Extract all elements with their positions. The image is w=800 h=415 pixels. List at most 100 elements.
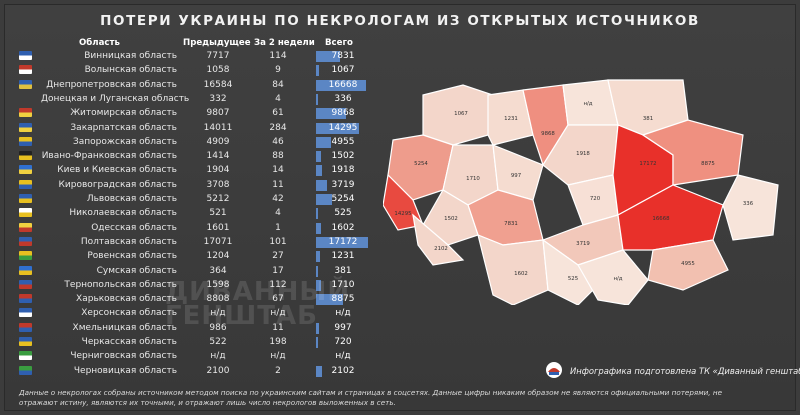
- region-name: Полтавская область: [80, 236, 177, 247]
- total-bar: [316, 179, 328, 191]
- previous-value: 986: [209, 322, 227, 333]
- map-region: [542, 238, 604, 305]
- table-row: Закарпатская область 14011 284 14295: [5, 121, 385, 135]
- two-weeks-value: 27: [272, 251, 284, 262]
- two-weeks-value: 284: [269, 122, 287, 133]
- map-region: [647, 239, 729, 291]
- total-value: 14295: [328, 122, 358, 133]
- total-bar: [316, 165, 322, 177]
- header-previous: Предыдущее: [183, 38, 251, 48]
- table-row: Ивано-Франковская область 1414 88 1502: [5, 149, 385, 163]
- region-flag-icon: [19, 308, 32, 318]
- footnote: Данные о некрологах собраны источником м…: [19, 388, 722, 407]
- table-row: Сумская область 364 17 381: [5, 264, 385, 278]
- region-name: Ровенская область: [87, 251, 177, 262]
- region-name: Донецкая и Луганская область: [41, 93, 190, 104]
- infographic-frame: ПОТЕРИ УКРАИНЫ ПО НЕКРОЛОГАМ ИЗ ОТКРЫТЫХ…: [4, 4, 800, 411]
- total-value: 3719: [331, 179, 355, 190]
- total-bar: [316, 51, 340, 62]
- region-name: Львовская область: [86, 194, 177, 204]
- two-weeks-value: н/д: [270, 351, 286, 362]
- two-weeks-value: 84: [272, 79, 284, 90]
- region-name: Кировоградская область: [58, 179, 177, 190]
- two-weeks-value: 11: [272, 179, 284, 190]
- ukraine-map: 1067 1231 9868 н/д 381 5254 1710 997 7831 1918 720…: [383, 79, 779, 305]
- region-flag-icon: [19, 165, 32, 175]
- region-name: Черкасская область: [81, 337, 177, 347]
- region-flag-icon: [19, 136, 32, 146]
- previous-value: 3708: [206, 179, 230, 190]
- map-region-label: 3719: [576, 241, 590, 247]
- total-value: 997: [334, 322, 352, 333]
- region-flag-icon: [19, 194, 32, 203]
- two-weeks-value: 88: [272, 151, 284, 162]
- table-row: Винницкая область 7717 114 7831: [5, 49, 385, 63]
- region-name: Николаевская область: [69, 208, 177, 219]
- previous-value: 1414: [206, 151, 230, 162]
- previous-value: 9807: [206, 108, 230, 119]
- two-weeks-value: 17: [272, 265, 284, 276]
- region-flag-icon: [19, 179, 32, 189]
- map-region: [487, 89, 534, 146]
- table-row: Одесская область 1601 1 1602: [5, 221, 385, 235]
- total-value: 1502: [331, 151, 355, 162]
- infographic-title: ПОТЕРИ УКРАИНЫ ПО НЕКРОЛОГАМ ИЗ ОТКРЫТЫХ…: [100, 13, 700, 29]
- total-bar: [316, 108, 346, 120]
- total-value: 1067: [331, 65, 355, 76]
- map-region: [412, 213, 465, 266]
- total-value: 1231: [331, 251, 355, 262]
- total-value: 4955: [331, 136, 355, 147]
- total-value: 1602: [331, 222, 355, 233]
- table-row: Днепропетровская область 16584 84 16668: [5, 78, 385, 92]
- watermark-logo: ДИВАННЫЙ ГЕНШТАБ: [165, 277, 351, 331]
- map-region-label: 4955: [681, 261, 695, 267]
- previous-value: 17071: [203, 236, 233, 247]
- table-row: Донецкая и Луганская область 332 4 336: [5, 92, 385, 106]
- total-value: 720: [334, 337, 352, 347]
- table-row: Киев и Киевская область 1904 14 1918: [5, 163, 385, 177]
- total-bar: [316, 222, 321, 234]
- two-weeks-value: 2: [275, 365, 281, 376]
- total-bar: [316, 279, 322, 291]
- total-bar: [316, 122, 360, 134]
- previous-value: 332: [209, 93, 227, 104]
- region-flag-icon: [19, 351, 32, 361]
- total-value: 525: [334, 208, 352, 219]
- map-region: [577, 249, 649, 305]
- previous-value: н/д: [210, 308, 226, 319]
- total-bar: [316, 294, 343, 306]
- region-name: Одесская область: [91, 222, 177, 233]
- table-row: Запорожская область 4909 46 4955: [5, 135, 385, 149]
- map-region-label: н/д: [583, 101, 592, 107]
- previous-value: 8808: [206, 294, 230, 305]
- two-weeks-value: 114: [269, 51, 287, 61]
- map-region-label: 997: [511, 173, 521, 179]
- two-weeks-value: 67: [272, 294, 284, 305]
- previous-value: 522: [209, 337, 227, 347]
- table-row: Черниговская область н/д н/д н/д: [5, 349, 385, 363]
- previous-value: 364: [209, 265, 227, 276]
- table-row: Тернопольская область 1598 112 1710: [5, 278, 385, 292]
- region-flag-icon: [19, 365, 32, 375]
- table-row: Кировоградская область 3708 11 3719: [5, 178, 385, 192]
- region-name: Сумская область: [96, 265, 177, 276]
- region-name: Закарпатская область: [70, 122, 177, 133]
- total-bar: [316, 208, 318, 220]
- map-region-label: 8875: [701, 161, 715, 167]
- header-two-weeks: За 2 недели: [254, 38, 315, 48]
- total-bar: [316, 337, 319, 348]
- map-region-label: 336: [743, 201, 754, 207]
- map-region: [722, 174, 779, 241]
- total-value: 336: [334, 93, 352, 104]
- map-region-label: 16668: [652, 216, 670, 222]
- table-row: Хмельницкая область 986 11 997: [5, 321, 385, 335]
- region-flag-icon: [19, 279, 32, 289]
- previous-value: 1058: [206, 65, 230, 76]
- total-bar: [316, 93, 318, 105]
- region-flag-icon: [19, 65, 32, 75]
- previous-value: 521: [209, 208, 227, 219]
- map-region-label: 1602: [514, 271, 528, 277]
- total-value: 8875: [331, 294, 355, 305]
- table-row: Николаевская область 521 4 525: [5, 206, 385, 220]
- map-region-label: 1231: [504, 116, 518, 122]
